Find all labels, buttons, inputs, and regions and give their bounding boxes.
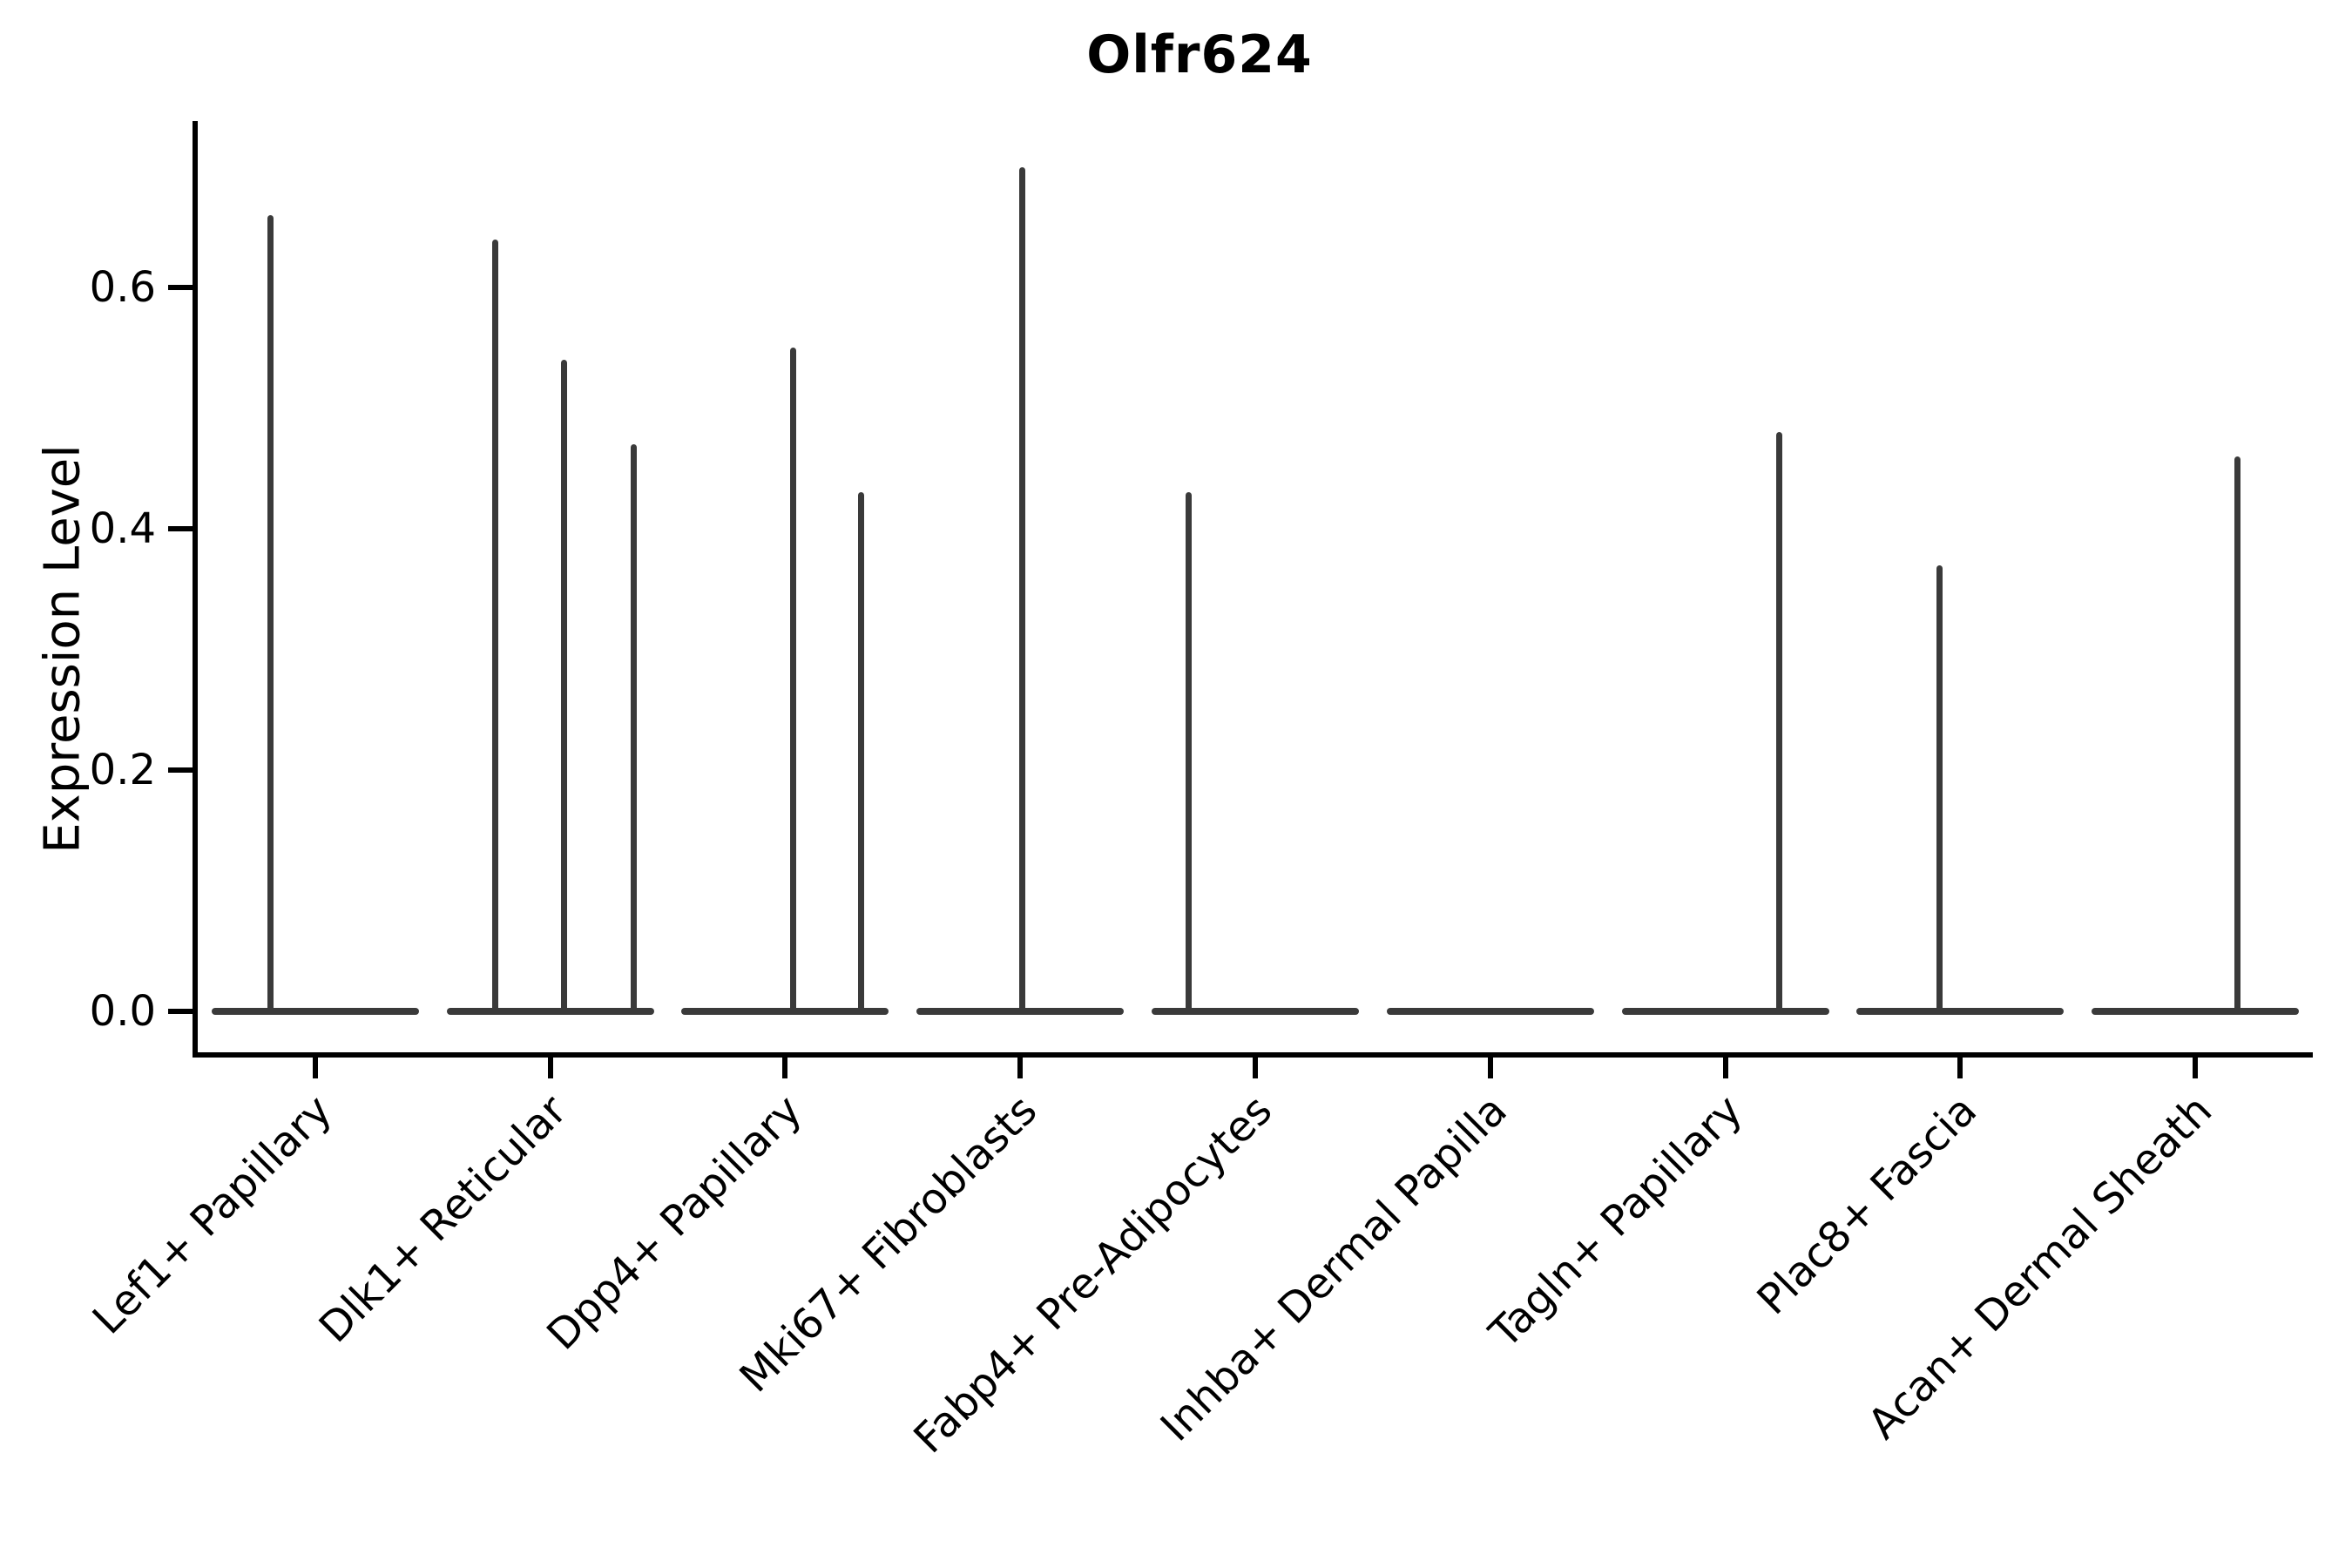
- x-tick-mark: [1017, 1058, 1024, 1078]
- violin-baseline: [916, 1008, 1125, 1015]
- y-axis-title: Expression Level: [34, 444, 91, 854]
- x-tick-mark: [2193, 1058, 2199, 1078]
- x-tick-label: Tagln+ Papillary: [1480, 1085, 1752, 1358]
- violin-baseline: [2092, 1008, 2300, 1015]
- violin-spike: [790, 348, 797, 1011]
- y-tick-mark: [168, 285, 193, 290]
- x-tick-mark: [1253, 1058, 1258, 1078]
- violin-spike: [1936, 565, 1943, 1011]
- violin-spike: [1186, 492, 1192, 1011]
- x-tick-label: Dlk1+ Reticular: [310, 1085, 577, 1353]
- x-axis-line: [193, 1052, 2313, 1058]
- x-tick-mark: [1487, 1058, 1493, 1078]
- y-tick-mark: [168, 1009, 193, 1014]
- violin-spike: [858, 492, 865, 1011]
- chart-title: Olfr624: [1086, 24, 1313, 85]
- violin-baseline: [211, 1008, 419, 1015]
- violin-baseline: [681, 1008, 889, 1015]
- x-tick-mark: [312, 1058, 318, 1078]
- violin-spike: [1019, 167, 1026, 1011]
- y-axis-line: [193, 121, 198, 1058]
- x-tick-label: Lef1+ Papillary: [84, 1085, 342, 1344]
- x-tick-mark: [1722, 1058, 1728, 1078]
- violin-spike: [1775, 432, 1782, 1011]
- y-tick-label: 0.4: [89, 504, 156, 553]
- violin-baseline: [1621, 1008, 1829, 1015]
- violin-spike: [491, 240, 498, 1011]
- violin-spike: [2234, 456, 2241, 1011]
- y-tick-label: 0.2: [89, 746, 156, 794]
- violin-spike: [630, 444, 637, 1011]
- x-tick-label: Plac8+ Fascia: [1747, 1085, 1987, 1325]
- y-tick-mark: [168, 526, 193, 531]
- violin-spike: [267, 215, 274, 1011]
- x-tick-mark: [547, 1058, 553, 1078]
- violin-baseline: [1856, 1008, 2065, 1015]
- violin-baseline: [1152, 1008, 1359, 1015]
- y-tick-label: 0.0: [89, 987, 156, 1036]
- y-tick-label: 0.6: [89, 263, 156, 312]
- x-tick-label: Dpp4+ Papillary: [537, 1085, 812, 1360]
- y-tick-mark: [168, 767, 193, 773]
- violin-spike: [560, 360, 567, 1011]
- x-tick-mark: [782, 1058, 788, 1078]
- violin-baseline: [446, 1008, 654, 1015]
- x-tick-mark: [1957, 1058, 1963, 1078]
- violin-baseline: [1386, 1008, 1594, 1015]
